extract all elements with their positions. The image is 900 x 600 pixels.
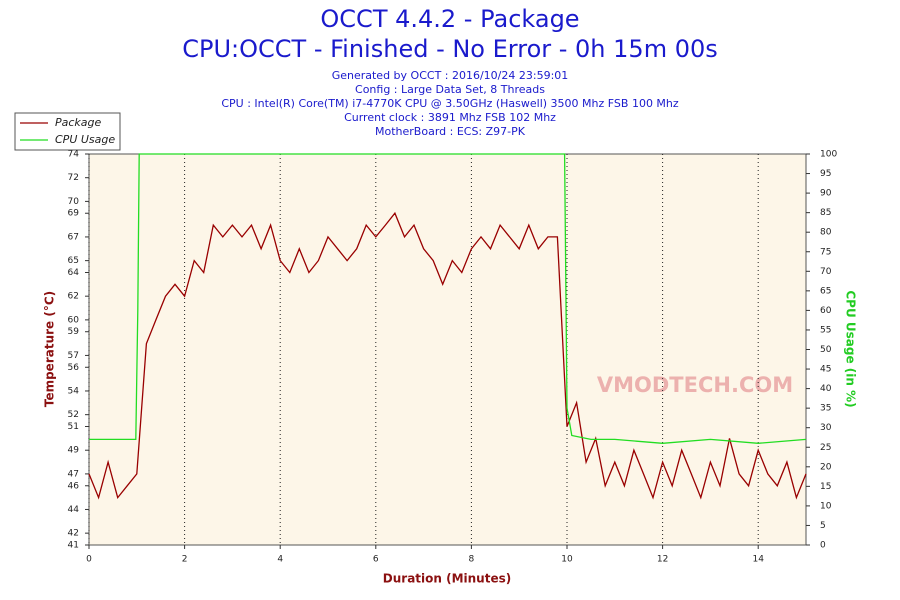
y2-tick-label: 80 [820,228,832,238]
y-tick-label: 57 [68,351,79,361]
y-tick-label: 70 [68,197,80,207]
plot-area [88,153,807,546]
y2-tick-label: 85 [820,208,831,218]
y2-tick-label: 60 [820,306,832,316]
y-tick-label: 59 [68,327,80,337]
y-tick-label: 54 [68,386,80,396]
watermark: VMODTECH.COM [597,373,793,397]
y-tick-label: 46 [68,481,80,491]
y2-axis-label: CPU Usage (in %) [844,290,858,407]
y-tick-label: 72 [68,173,79,183]
y2-tick-label: 45 [820,365,831,375]
info-line: CPU : Intel(R) Core(TM) i7-4770K CPU @ 3… [221,97,679,110]
y2-tick-label: 35 [820,404,831,414]
info-line: Generated by OCCT : 2016/10/24 23:59:01 [332,69,569,82]
y-tick-label: 44 [68,505,80,515]
y2-tick-label: 90 [820,189,832,199]
x-tick-label: 4 [277,555,283,565]
y2-tick-label: 0 [820,541,826,551]
y2-tick-label: 55 [820,325,831,335]
info-line: Current clock : 3891 Mhz FSB 102 Mhz [344,111,556,124]
y2-tick-label: 75 [820,247,831,257]
y-tick-label: 69 [68,209,80,219]
info-line: MotherBoard : ECS: Z97-PK [375,125,526,138]
x-tick-label: 0 [86,555,92,565]
x-tick-label: 6 [373,555,379,565]
chart-subtitle: CPU:OCCT - Finished - No Error - 0h 15m … [182,35,718,63]
y2-tick-label: 25 [820,443,831,453]
x-tick-label: 10 [561,555,573,565]
y-tick-label: 56 [68,363,80,373]
y2-tick-label: 50 [820,345,832,355]
y-tick-label: 60 [68,315,80,325]
y2-tick-label: 70 [820,267,832,277]
series-line [89,153,807,444]
info-line: Config : Large Data Set, 8 Threads [355,83,545,96]
x-tick-label: 8 [469,555,475,565]
y2-tick-label: 100 [820,150,837,160]
y2-tick-label: 95 [820,169,831,179]
series-line [88,211,807,500]
y-tick-label: 47 [68,469,79,479]
y2-tick-label: 10 [820,501,832,511]
y2-tick-label: 5 [820,521,826,531]
x-tick-label: 14 [752,555,764,565]
y2-tick-label: 30 [820,423,832,433]
y-tick-label: 65 [68,256,79,266]
y-tick-label: 49 [68,446,80,456]
y-tick-label: 41 [68,541,79,551]
y2-tick-label: 15 [820,482,831,492]
x-axis-label: Duration (Minutes) [383,572,511,586]
y2-tick-label: 65 [820,286,831,296]
y-tick-label: 74 [68,150,80,160]
y2-tick-label: 40 [820,384,832,394]
y-tick-label: 64 [68,268,80,278]
y-tick-label: 67 [68,232,79,242]
y-tick-label: 51 [68,422,79,432]
x-tick-label: 2 [182,555,188,565]
x-tick-label: 12 [657,555,668,565]
y-tick-label: 52 [68,410,79,420]
y2-tick-label: 20 [820,462,832,472]
y-tick-label: 42 [68,529,79,539]
y-tick-label: 62 [68,292,79,302]
y-axis-label: Temperature (°C) [43,291,57,407]
chart-title: OCCT 4.4.2 - Package [320,5,579,33]
legend [14,112,121,151]
legend-label: Package [55,116,102,129]
legend-label: CPU Usage [55,133,115,146]
